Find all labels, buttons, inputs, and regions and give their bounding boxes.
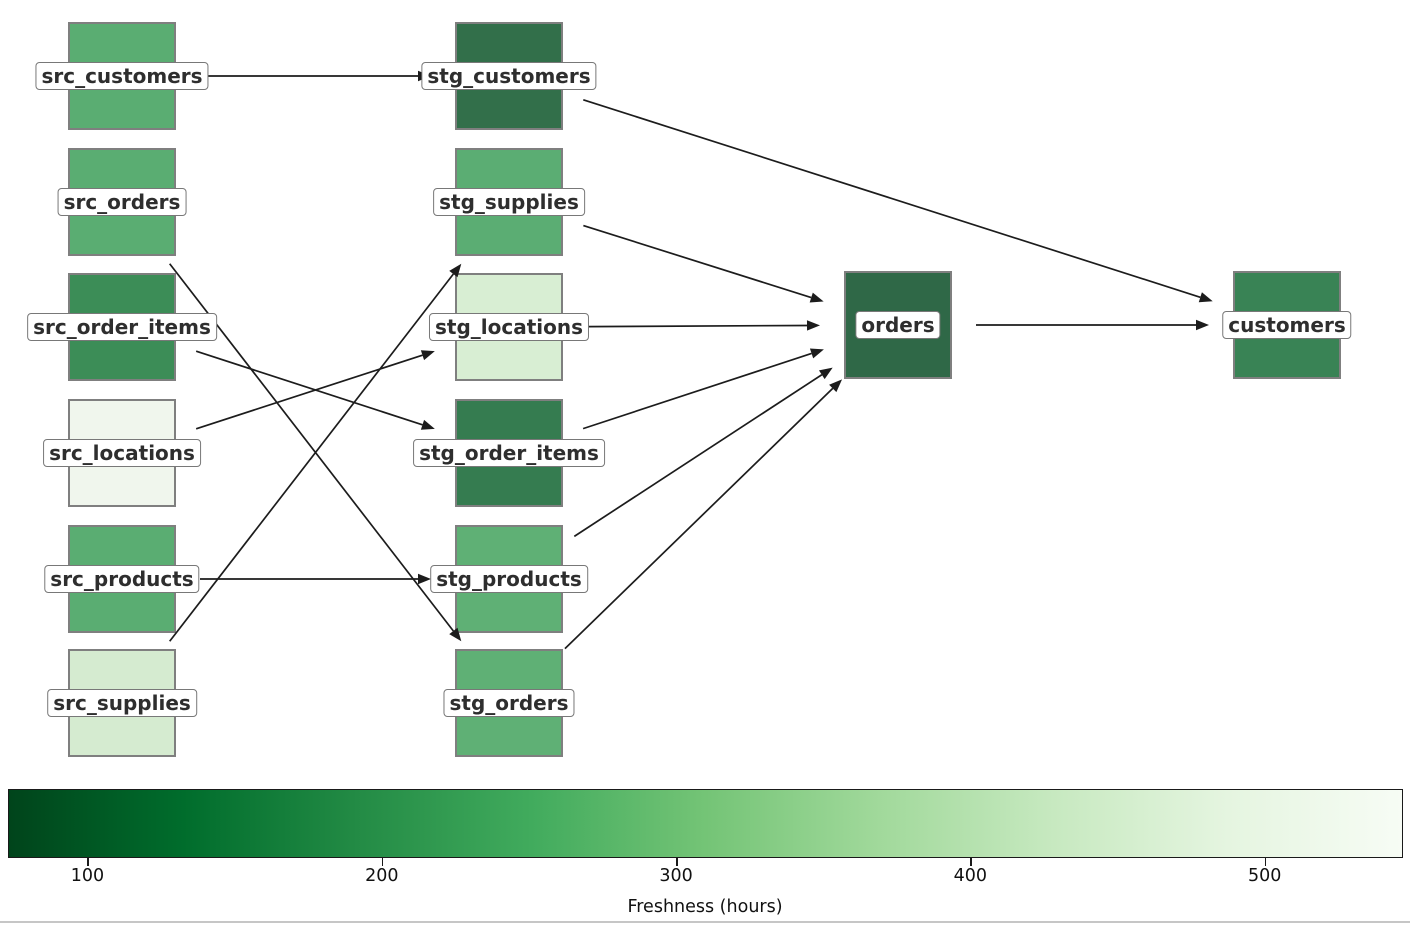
- colorbar-gradient: [8, 789, 1403, 858]
- edge-stg_supplies-to-orders: [583, 224, 812, 299]
- colorbar-tickmark-100: [87, 858, 90, 866]
- edge-src_locations-to-stg_locations: [195, 354, 423, 430]
- colorbar-tickmark-300: [676, 858, 678, 866]
- edge-arrowhead-stg_products-to-orders: [818, 367, 833, 380]
- node-label-stg_order_items: stg_order_items: [413, 439, 605, 467]
- edge-arrowhead-src_supplies-to-stg_supplies: [449, 263, 462, 278]
- edge-src_orders-to-stg_orders: [169, 263, 455, 632]
- colorbar-ticklabel-200: 200: [365, 866, 399, 886]
- node-label-src_products: src_products: [44, 565, 200, 593]
- node-label-src_supplies: src_supplies: [47, 689, 197, 717]
- node-label-customers: customers: [1222, 311, 1352, 339]
- node-label-stg_supplies: stg_supplies: [433, 188, 585, 216]
- edge-arrowhead-src_products-to-stg_products: [418, 573, 431, 585]
- colorbar-tickmark-500: [1264, 858, 1267, 866]
- edge-arrowhead-stg_order_items-to-orders: [809, 348, 824, 359]
- node-label-src_locations: src_locations: [43, 439, 201, 467]
- edge-stg_orders-to-orders: [564, 387, 834, 650]
- node-label-stg_orders: stg_orders: [443, 689, 575, 717]
- node-label-stg_products: stg_products: [430, 565, 588, 593]
- colorbar-ticklabel-300: 300: [659, 866, 693, 886]
- node-label-src_order_items: src_order_items: [27, 313, 217, 341]
- edge-arrowhead-stg_orders-to-orders: [829, 379, 843, 393]
- edge-arrowhead-src_order_items-to-stg_order_items: [420, 419, 435, 430]
- edge-arrowhead-stg_locations-to-orders: [806, 320, 821, 331]
- edge-src_supplies-to-stg_supplies: [169, 273, 455, 642]
- edge-arrowhead-stg_customers-to-customers: [1198, 292, 1213, 303]
- colorbar-tickmark-200: [381, 858, 384, 866]
- node-label-orders: orders: [855, 311, 941, 339]
- colorbar-ticklabel-400: 400: [953, 866, 988, 886]
- node-label-stg_customers: stg_customers: [421, 62, 597, 90]
- edge-arrowhead-src_locations-to-stg_locations: [420, 350, 435, 361]
- colorbar-ticklabel-100: 100: [70, 866, 105, 886]
- edge-src_order_items-to-stg_order_items: [195, 350, 423, 426]
- edge-stg_products-to-orders: [573, 374, 823, 538]
- edge-stg_order_items-to-orders: [582, 352, 812, 430]
- edge-arrowhead-orders-to-customers: [1196, 319, 1209, 331]
- edge-arrowhead-src_orders-to-stg_orders: [449, 627, 462, 642]
- edge-stg_customers-to-customers: [583, 98, 1201, 299]
- colorbar-tickmark-400: [970, 858, 972, 866]
- edge-arrowhead-stg_supplies-to-orders: [809, 292, 824, 303]
- figure-bottom-border: [0, 921, 1410, 923]
- node-label-stg_locations: stg_locations: [428, 313, 590, 341]
- colorbar-ticklabel-500: 500: [1247, 866, 1282, 886]
- node-label-src_customers: src_customers: [35, 62, 209, 90]
- colorbar-axis-label: Freshness (hours): [627, 897, 783, 917]
- node-label-src_orders: src_orders: [57, 188, 187, 216]
- edge-stg_locations-to-orders: [586, 324, 808, 328]
